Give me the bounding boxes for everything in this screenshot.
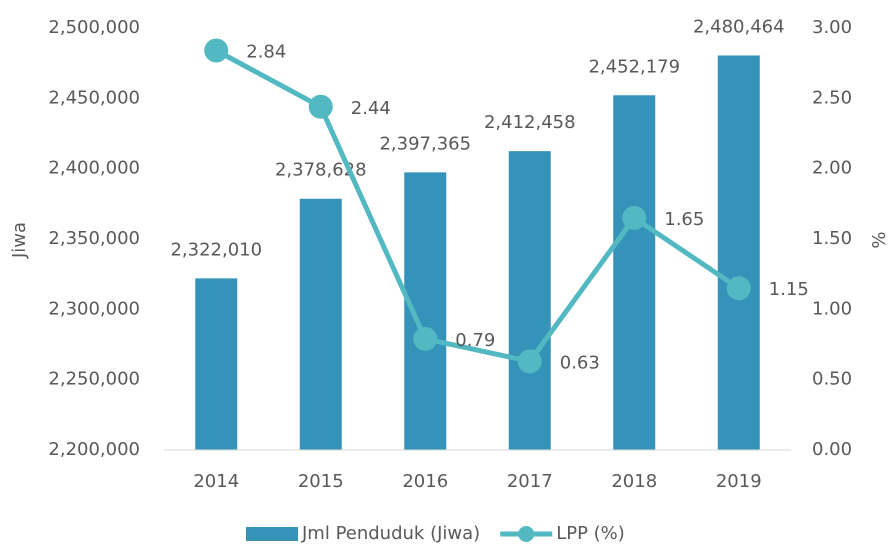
bar — [299, 198, 342, 450]
y-tick-label: 2,500,000 — [48, 17, 140, 38]
line-marker — [204, 38, 229, 63]
y2-axis-title: % — [869, 231, 890, 248]
y-tick-label: 2,350,000 — [48, 228, 140, 249]
y2-tick-label: 1.00 — [812, 298, 852, 319]
line-value-label: 1.65 — [664, 209, 704, 230]
y-tick-label: 2,300,000 — [48, 298, 140, 319]
x-tick-label: 2014 — [193, 471, 239, 492]
legend-marker — [518, 526, 535, 542]
y-tick-label: 2,200,000 — [48, 439, 140, 460]
legend-label: LPP (%) — [556, 523, 625, 544]
line-marker — [413, 326, 438, 351]
y2-tick-label: 2.00 — [812, 158, 852, 179]
y-tick-label: 2,400,000 — [48, 158, 140, 179]
bar — [717, 55, 760, 450]
x-tick-label: 2015 — [298, 471, 344, 492]
y2-tick-label: 2.50 — [812, 87, 852, 108]
bar-value-label: 2,397,365 — [379, 133, 471, 154]
x-tick-label: 2018 — [611, 471, 657, 492]
line-marker — [726, 276, 751, 301]
y-tick-label: 2,250,000 — [48, 369, 140, 390]
y-axis-title: Jiwa — [9, 222, 30, 259]
bar — [613, 95, 656, 451]
bar-value-label: 2,412,458 — [484, 112, 576, 133]
legend-label: Jml Penduduk (Jiwa) — [301, 523, 480, 544]
x-tick-label: 2017 — [507, 471, 553, 492]
bar-value-label: 2,480,464 — [693, 16, 785, 37]
line-value-label: 0.63 — [560, 352, 600, 373]
line-value-label: 1.15 — [769, 279, 809, 300]
y2-tick-label: 3.00 — [812, 17, 852, 38]
x-tick-label: 2016 — [402, 471, 448, 492]
line-value-label: 0.79 — [455, 330, 495, 351]
line — [215, 48, 741, 365]
bar-value-label: 2,322,010 — [170, 239, 262, 260]
bar — [508, 151, 551, 451]
line-value-label: 2.84 — [246, 42, 286, 63]
bar-value-label: 2,378,628 — [275, 160, 367, 181]
legend-swatch — [246, 527, 298, 541]
line-marker — [622, 205, 647, 230]
y-tick-label: 2,450,000 — [48, 87, 140, 108]
y2-tick-label: 0.50 — [812, 369, 852, 390]
line-value-label: 2.44 — [351, 98, 391, 119]
bar-value-label: 2,452,179 — [588, 56, 680, 77]
y2-tick-label: 0.00 — [812, 439, 852, 460]
line-marker — [517, 349, 542, 374]
bar — [195, 278, 238, 450]
x-tick-label: 2019 — [716, 471, 762, 492]
line-marker — [308, 94, 333, 119]
y2-tick-label: 1.50 — [812, 228, 852, 249]
